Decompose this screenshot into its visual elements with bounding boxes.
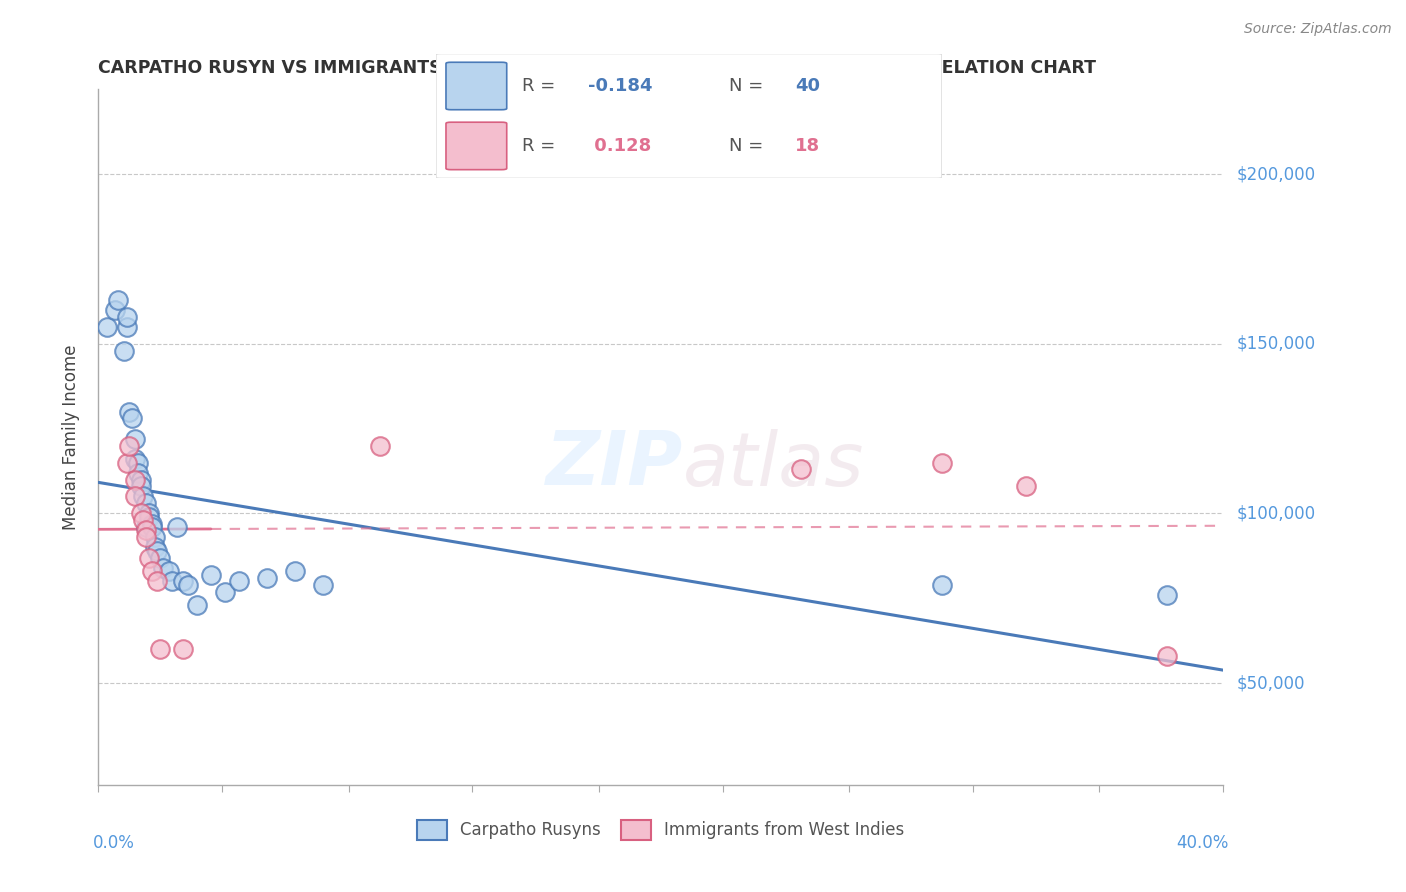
Point bbox=[146, 543, 169, 558]
Text: Source: ZipAtlas.com: Source: ZipAtlas.com bbox=[1244, 22, 1392, 37]
Point bbox=[127, 456, 149, 470]
Point bbox=[1156, 648, 1178, 663]
Point bbox=[104, 302, 127, 317]
Point bbox=[177, 578, 200, 592]
Point bbox=[124, 473, 146, 487]
Text: N =: N = bbox=[730, 137, 769, 155]
Point bbox=[228, 574, 250, 589]
Point bbox=[129, 479, 152, 493]
Text: $50,000: $50,000 bbox=[1237, 674, 1306, 692]
Text: 40.0%: 40.0% bbox=[1177, 834, 1229, 852]
Point bbox=[141, 516, 163, 531]
Text: 0.128: 0.128 bbox=[588, 137, 651, 155]
Text: R =: R = bbox=[522, 77, 561, 95]
Point bbox=[143, 530, 166, 544]
Point bbox=[118, 439, 141, 453]
Text: atlas: atlas bbox=[683, 429, 865, 501]
Point bbox=[135, 524, 157, 538]
Point bbox=[124, 432, 146, 446]
Point bbox=[115, 456, 138, 470]
Point bbox=[1015, 479, 1038, 493]
Point bbox=[115, 310, 138, 324]
Point bbox=[1156, 588, 1178, 602]
Point bbox=[141, 520, 163, 534]
FancyBboxPatch shape bbox=[446, 122, 506, 169]
Point bbox=[124, 490, 146, 504]
Y-axis label: Median Family Income: Median Family Income bbox=[62, 344, 80, 530]
Point bbox=[368, 439, 391, 453]
Point bbox=[186, 598, 208, 612]
Point bbox=[284, 564, 307, 578]
FancyBboxPatch shape bbox=[436, 54, 942, 178]
Point bbox=[138, 509, 160, 524]
Point bbox=[112, 343, 135, 358]
Point bbox=[135, 520, 157, 534]
Text: $200,000: $200,000 bbox=[1237, 165, 1316, 183]
Text: ZIP: ZIP bbox=[546, 428, 683, 501]
Point bbox=[135, 496, 157, 510]
Point bbox=[124, 452, 146, 467]
Point bbox=[157, 564, 180, 578]
Text: $150,000: $150,000 bbox=[1237, 334, 1316, 352]
Point bbox=[312, 578, 335, 592]
Point bbox=[146, 574, 169, 589]
Point bbox=[107, 293, 129, 307]
FancyBboxPatch shape bbox=[446, 62, 506, 110]
Text: R =: R = bbox=[522, 137, 561, 155]
Point bbox=[172, 574, 194, 589]
Point bbox=[118, 404, 141, 418]
Point bbox=[790, 462, 813, 476]
Point bbox=[152, 560, 174, 574]
Text: 0.0%: 0.0% bbox=[93, 834, 135, 852]
Point bbox=[127, 466, 149, 480]
Text: 18: 18 bbox=[796, 137, 820, 155]
Text: CARPATHO RUSYN VS IMMIGRANTS FROM WEST INDIES MEDIAN FAMILY INCOME CORRELATION C: CARPATHO RUSYN VS IMMIGRANTS FROM WEST I… bbox=[98, 59, 1097, 77]
Point bbox=[149, 642, 172, 657]
Point bbox=[132, 513, 155, 527]
Point bbox=[115, 319, 138, 334]
Point bbox=[931, 578, 953, 592]
Point bbox=[200, 567, 222, 582]
Text: -0.184: -0.184 bbox=[588, 77, 652, 95]
Point bbox=[149, 550, 172, 565]
Point bbox=[160, 574, 183, 589]
Point bbox=[138, 507, 160, 521]
Text: $100,000: $100,000 bbox=[1237, 505, 1316, 523]
Point bbox=[141, 564, 163, 578]
Point bbox=[143, 541, 166, 555]
Text: 40: 40 bbox=[796, 77, 820, 95]
Point bbox=[256, 571, 278, 585]
Point bbox=[132, 490, 155, 504]
Point bbox=[931, 456, 953, 470]
Point bbox=[135, 530, 157, 544]
Point bbox=[166, 520, 188, 534]
Point bbox=[129, 473, 152, 487]
Point bbox=[214, 584, 236, 599]
Point bbox=[96, 319, 118, 334]
Legend: Carpatho Rusyns, Immigrants from West Indies: Carpatho Rusyns, Immigrants from West In… bbox=[411, 814, 911, 847]
Point bbox=[129, 507, 152, 521]
Text: N =: N = bbox=[730, 77, 769, 95]
Point bbox=[121, 411, 143, 425]
Point bbox=[138, 550, 160, 565]
Point bbox=[172, 642, 194, 657]
